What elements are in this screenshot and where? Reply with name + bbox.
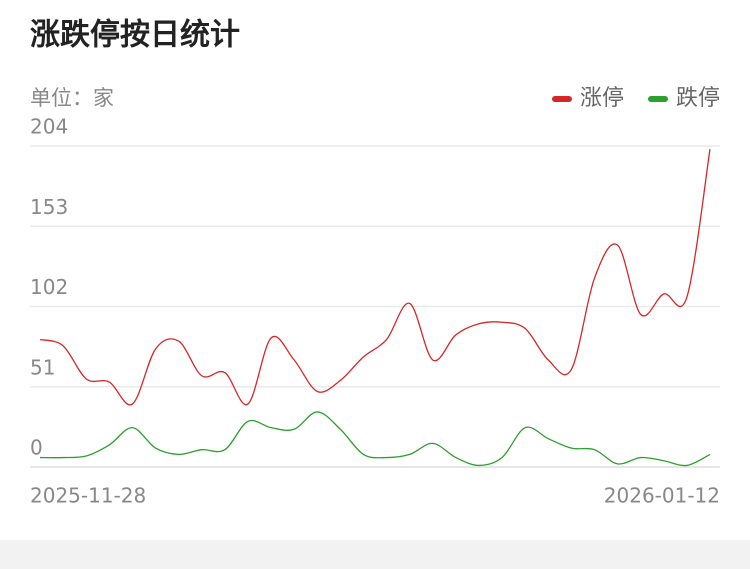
- y-tick-label: 51: [30, 355, 55, 379]
- x-tick-label: 2026-01-12: [604, 484, 720, 508]
- y-tick-label: 102: [30, 275, 68, 299]
- series-line: [39, 411, 711, 467]
- legend-swatch: [551, 96, 572, 102]
- legend-swatch: [647, 96, 668, 102]
- y-tick-label: 153: [30, 195, 68, 219]
- unit-label: 单位：家: [30, 86, 114, 110]
- series-line: [39, 149, 711, 406]
- legend-label: 跌停: [676, 86, 720, 111]
- chart-title: 涨跌停按日统计: [30, 18, 240, 53]
- footer-bar: [0, 540, 750, 569]
- y-tick-label: 204: [30, 115, 68, 139]
- y-tick-label: 0: [30, 436, 43, 460]
- x-tick-label: 2025-11-28: [30, 484, 146, 508]
- legend-label: 涨停: [580, 86, 624, 111]
